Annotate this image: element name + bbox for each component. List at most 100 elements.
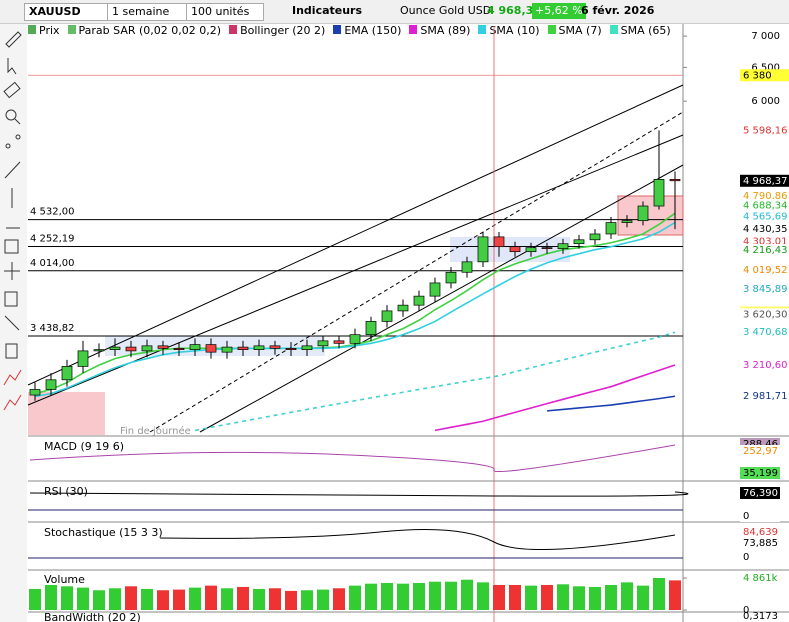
- candle-body: [669, 179, 681, 182]
- indicators-button[interactable]: Indicateurs: [292, 4, 363, 17]
- candle-body: [285, 348, 297, 350]
- candle-body: [125, 346, 137, 352]
- legend-item[interactable]: SMA (89): [409, 24, 470, 37]
- price-label: 3 210,60: [743, 360, 788, 371]
- candle-body: [493, 236, 505, 248]
- candle-body: [157, 345, 169, 349]
- tool-icons: [3, 31, 22, 411]
- volume-bar: [333, 588, 345, 610]
- price-label-box: [740, 173, 789, 186]
- panel-value-box: [740, 551, 780, 563]
- volume-bar: [493, 584, 505, 610]
- panel-value: 0: [743, 552, 749, 563]
- volume-bar: [461, 579, 473, 610]
- candle-body: [301, 345, 313, 350]
- legend-label: SMA (65): [620, 24, 671, 37]
- last-price: 4 968,37: [487, 4, 541, 17]
- price-label-box: [740, 223, 789, 236]
- price-label: 4 790,86: [743, 191, 788, 202]
- price-label-box: [740, 306, 789, 319]
- candle-body: [637, 205, 649, 222]
- y-tick-label: 4 861k: [743, 573, 778, 584]
- price-label-box: [740, 124, 789, 137]
- volume-bar: [269, 588, 281, 610]
- legend-item[interactable]: Bollinger (20 2): [229, 24, 325, 37]
- change: +5,62 %: [532, 3, 586, 19]
- ma-line: [34, 212, 676, 395]
- legend-item[interactable]: Parab SAR (0,02 0,02 0,2): [67, 24, 221, 37]
- volume-bar: [109, 588, 121, 610]
- volume-bar: [509, 584, 521, 610]
- volume-bar: [365, 583, 377, 610]
- price-label-box: [740, 190, 789, 203]
- zone: [105, 336, 325, 356]
- candle-body: [61, 366, 73, 381]
- panel-value: 35,199: [743, 468, 778, 479]
- candle-body: [477, 236, 489, 263]
- price-label: 4 303,01: [743, 236, 788, 247]
- volume-bar: [669, 580, 681, 610]
- legend-swatch: [478, 25, 487, 34]
- legend-item[interactable]: SMA (65): [609, 24, 671, 37]
- volume-bar: [237, 586, 249, 610]
- legend-label: SMA (89): [420, 24, 471, 37]
- panel-title: Stochastique (15 3 3): [44, 526, 163, 539]
- period-select[interactable]: 1 semaine: [107, 3, 187, 21]
- panel-value-box: [740, 467, 780, 479]
- volume-bar: [541, 584, 553, 610]
- legend-item[interactable]: Prix: [28, 24, 60, 37]
- ma-line: [34, 221, 676, 398]
- candle-body: [173, 348, 185, 350]
- panel-value: 84,639: [743, 527, 778, 538]
- legend: Prix Parab SAR (0,02 0,02 0,2) Bollinger (…: [28, 24, 679, 40]
- candle-body: [557, 243, 569, 250]
- symbol-select[interactable]: XAUUSD: [24, 3, 108, 21]
- legend-item[interactable]: SMA (10): [478, 24, 540, 37]
- legend-swatch: [609, 25, 618, 34]
- volume-bar: [205, 585, 217, 610]
- ma-line: [546, 395, 676, 412]
- candle-body: [525, 247, 537, 253]
- candle-body: [349, 334, 361, 344]
- price-label-box: [740, 264, 789, 277]
- candle-body: [253, 345, 265, 350]
- volume-bar: [93, 590, 105, 610]
- volume-bar: [429, 581, 441, 610]
- panel-title: RSI (30): [44, 485, 88, 498]
- units-select[interactable]: 100 unités: [186, 3, 264, 21]
- price-label-box: [740, 244, 789, 257]
- candle-body: [237, 346, 249, 350]
- legend-item[interactable]: EMA (150): [333, 24, 401, 37]
- legend-swatch: [67, 25, 76, 34]
- level-label: 4 252,19: [30, 233, 75, 244]
- legend-label: Prix: [39, 24, 60, 37]
- candle-body: [605, 222, 617, 235]
- legend-swatch: [333, 25, 342, 34]
- candle-body: [429, 282, 441, 297]
- candle-body: [413, 295, 425, 306]
- volume-bar: [349, 585, 361, 610]
- candle-body: [541, 247, 553, 250]
- y-tick-label: 6 000: [751, 96, 780, 107]
- candle-body: [589, 233, 601, 241]
- panel-value: 252,97: [743, 446, 778, 457]
- y-tick-label: 0: [743, 605, 749, 616]
- price-label: 6 380: [743, 70, 772, 81]
- volume-bar: [573, 586, 585, 610]
- left-toolbar: [0, 24, 27, 622]
- panel-value: 0: [743, 511, 749, 522]
- volume-bar: [189, 587, 201, 610]
- zone: [450, 237, 570, 262]
- panel-value: 288,46: [743, 439, 778, 450]
- volume-bar: [653, 578, 665, 610]
- volume-bar: [301, 590, 313, 610]
- price-label: 5 598,16: [743, 125, 788, 136]
- volume-bar: [637, 585, 649, 610]
- volume-bar: [621, 582, 633, 610]
- candle-body: [109, 346, 121, 350]
- legend-item[interactable]: SMA (7): [547, 24, 602, 37]
- legend-swatch: [28, 25, 36, 34]
- price-label: 4 019,52: [743, 265, 788, 276]
- panel-value-box: [740, 438, 780, 450]
